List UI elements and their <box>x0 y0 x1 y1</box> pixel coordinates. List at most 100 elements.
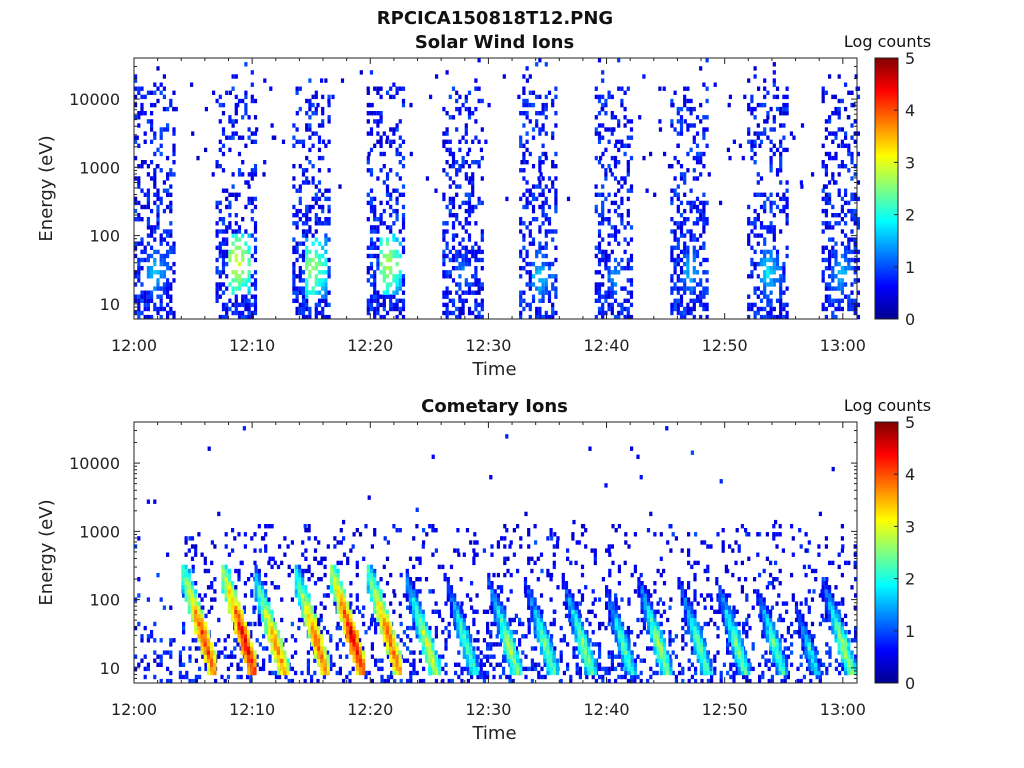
heatmap-cell <box>369 237 374 242</box>
heatmap-cell <box>389 642 393 647</box>
heatmap-cell <box>726 638 730 643</box>
heatmap-cell <box>376 310 380 316</box>
heatmap-cell <box>828 257 832 263</box>
heatmap-cell <box>434 188 438 193</box>
heatmap-cell <box>395 306 399 312</box>
heatmap-cell <box>824 164 828 169</box>
heatmap-cell <box>467 310 472 316</box>
heatmap-cell <box>763 131 767 136</box>
heatmap-cell <box>649 593 653 598</box>
heatmap-cell <box>321 221 325 226</box>
heatmap-cell <box>428 638 432 643</box>
heatmap-cell <box>604 294 608 299</box>
heatmap-cell <box>317 123 322 128</box>
heatmap-cell <box>479 662 483 667</box>
heatmap-cell <box>594 192 598 197</box>
heatmap-cell <box>840 127 844 132</box>
heatmap-cell <box>349 609 353 614</box>
heatmap-cell <box>856 131 860 136</box>
heatmap-cell <box>225 188 229 193</box>
heatmap-cell <box>847 261 851 267</box>
heatmap-cell <box>769 270 773 275</box>
heatmap-cell <box>434 654 438 659</box>
heatmap-cell <box>537 670 541 676</box>
heatmap-cell <box>424 654 429 659</box>
heatmap-cell <box>597 213 602 218</box>
plot-frame <box>133 57 858 320</box>
heatmap-cell <box>369 589 374 594</box>
heatmap-cell <box>323 670 327 676</box>
heatmap-cell <box>705 200 709 206</box>
heatmap-cell <box>679 286 684 291</box>
heatmap-cell <box>613 115 618 120</box>
heatmap-cell <box>476 674 480 680</box>
heatmap-cell <box>358 670 363 676</box>
heatmap-cell <box>834 249 838 255</box>
heatmap-cell <box>317 188 322 193</box>
heatmap-cell <box>324 188 328 193</box>
heatmap-cell <box>710 597 714 602</box>
heatmap-cell <box>213 577 217 582</box>
heatmap-cell <box>311 176 315 181</box>
heatmap-cell <box>166 552 170 557</box>
heatmap-cell <box>367 495 371 500</box>
heatmap-cell <box>456 613 460 619</box>
heatmap-cell <box>206 646 211 651</box>
heatmap-cell <box>247 270 251 275</box>
heatmap-cell <box>286 544 290 549</box>
heatmap-cell <box>850 249 854 255</box>
heatmap-cell <box>841 601 845 606</box>
heatmap-cell <box>317 282 322 287</box>
heatmap-cell <box>620 196 624 202</box>
heatmap-cell <box>756 241 760 246</box>
heatmap-cell <box>342 536 346 541</box>
heatmap-cell <box>379 217 383 222</box>
heatmap-cell <box>772 94 776 100</box>
heatmap-cell <box>317 310 322 316</box>
heatmap-cell <box>541 253 545 259</box>
heatmap-cell <box>847 306 851 312</box>
heatmap-cell <box>642 625 646 631</box>
heatmap-cell <box>264 625 268 631</box>
heatmap-cell <box>477 58 481 63</box>
heatmap-cell <box>459 634 463 639</box>
heatmap-cell <box>551 229 555 234</box>
heatmap-cell <box>308 270 312 275</box>
heatmap-cell <box>779 278 783 283</box>
heatmap-cell <box>769 229 773 234</box>
heatmap-cell <box>349 650 353 655</box>
heatmap-cell <box>705 257 709 263</box>
heatmap-cell <box>747 306 751 312</box>
heatmap-cell <box>772 115 776 120</box>
heatmap-cell <box>203 638 207 643</box>
heatmap-cell <box>850 290 854 295</box>
heatmap-cell <box>359 70 363 75</box>
heatmap-cell <box>471 290 475 295</box>
heatmap-cell <box>626 306 630 312</box>
heatmap-cell <box>604 257 608 263</box>
heatmap-cell <box>793 630 797 635</box>
heatmap-cell <box>601 249 605 255</box>
heatmap-cell <box>443 577 447 582</box>
heatmap-cell <box>772 282 776 287</box>
heatmap-cell <box>369 172 374 177</box>
heatmap-cell <box>692 237 696 242</box>
heatmap-cell <box>395 314 399 320</box>
heatmap-cell <box>327 302 331 308</box>
heatmap-cell <box>779 111 783 116</box>
heatmap-cell <box>218 94 222 100</box>
heatmap-cell <box>385 188 390 193</box>
heatmap-cell <box>692 176 696 181</box>
heatmap-cell <box>314 282 318 287</box>
heatmap-cell <box>636 634 640 639</box>
heatmap-cell <box>824 286 828 291</box>
heatmap-cell <box>853 131 857 136</box>
heatmap-cell <box>681 625 685 631</box>
heatmap-cell <box>753 290 757 295</box>
heatmap-cell <box>670 278 674 283</box>
heatmap-cell <box>298 217 302 222</box>
heatmap-cell <box>837 302 841 308</box>
heatmap-cell <box>575 666 579 672</box>
heatmap-cell <box>460 678 464 684</box>
heatmap-cell <box>775 266 780 271</box>
